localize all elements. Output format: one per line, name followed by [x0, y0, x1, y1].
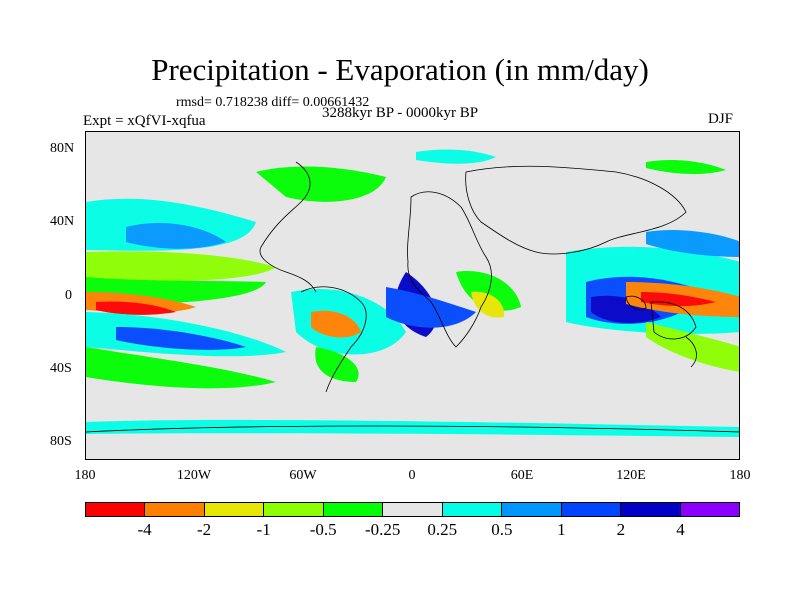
- field-map: [86, 132, 739, 459]
- colorbar-label: 2: [616, 520, 626, 539]
- colorbar-segment: [621, 503, 681, 516]
- colorbar-label: -1: [256, 520, 271, 539]
- season-label: DJF: [708, 111, 734, 127]
- y-tick-40n: 40N: [50, 214, 75, 229]
- colorbar-segment: [323, 503, 384, 516]
- y-tick-40s: 40S: [50, 361, 72, 376]
- colorbar-label: -0.5: [309, 520, 337, 539]
- colorbar-label: -2: [196, 520, 212, 539]
- colorbar-segment: [383, 503, 443, 516]
- y-tick-80s: 80S: [50, 434, 72, 449]
- colorbar-segment: [442, 503, 503, 516]
- colorbar-segment: [561, 503, 622, 516]
- colorbar-segment: [145, 503, 205, 516]
- x-tick-120w: 120W: [176, 468, 212, 483]
- x-tick-60e: 60E: [510, 468, 534, 483]
- x-tick-120e: 120E: [616, 468, 646, 483]
- colorbar-label: -0.25: [365, 520, 401, 539]
- map-panel: [85, 131, 740, 460]
- colorbar-segment: [502, 503, 562, 516]
- colorbar-label: 1: [557, 520, 566, 539]
- colorbar-segment: [680, 503, 739, 516]
- x-tick-180-left: 180: [74, 468, 96, 483]
- experiment-label: Expt = xQfVI-xqfua: [83, 113, 206, 129]
- colorbar-label: 4: [676, 520, 685, 539]
- colorbar-segment: [204, 503, 265, 516]
- chart-title: Precipitation - Evaporation (in mm/day): [151, 52, 649, 87]
- colorbar-segment: [86, 503, 146, 516]
- stats-text: rmsd= 0.718238 diff= 0.00661432: [176, 95, 370, 110]
- x-tick-0: 0: [408, 468, 416, 483]
- colorbar-segment: [264, 503, 324, 516]
- colorbar: [85, 502, 740, 517]
- colorbar-label: 0.5: [491, 520, 513, 539]
- colorbar-label: 0.25: [427, 520, 458, 539]
- x-tick-60w: 60W: [289, 468, 317, 483]
- period-label: 3288kyr BP - 0000kyr BP: [322, 105, 479, 121]
- colorbar-label: -4: [137, 520, 152, 539]
- y-tick-80n: 80N: [50, 141, 75, 156]
- x-tick-180-right: 180: [729, 468, 751, 483]
- y-tick-0: 0: [65, 288, 72, 303]
